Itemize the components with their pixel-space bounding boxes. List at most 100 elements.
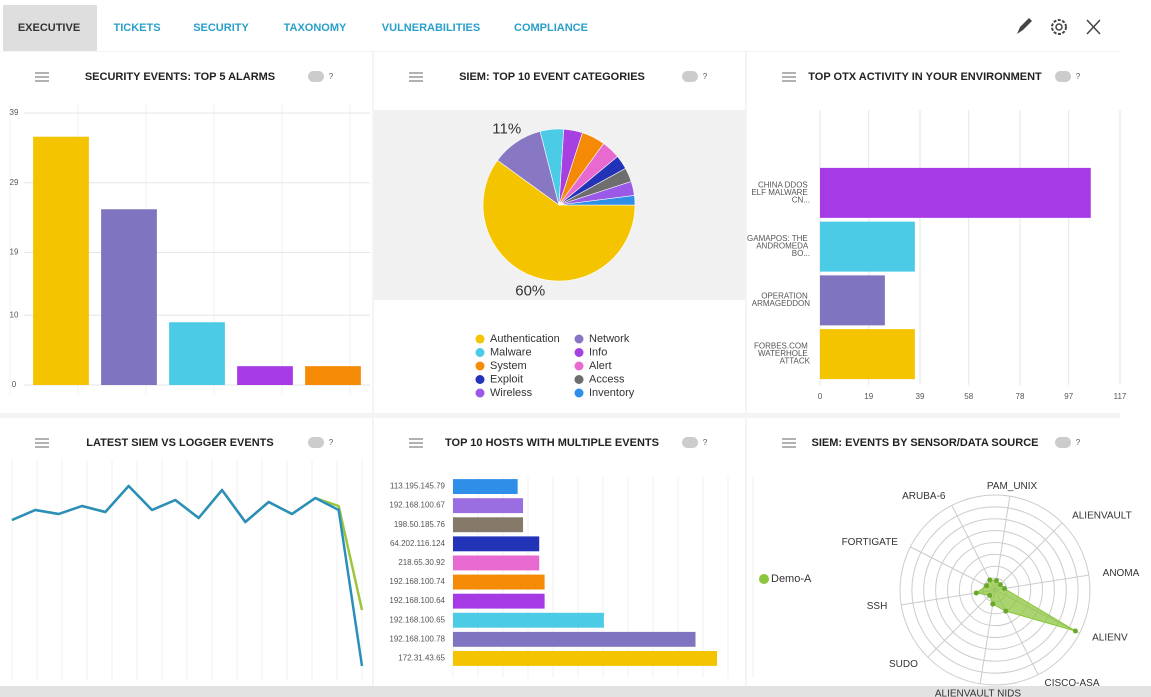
radar-ring <box>923 518 1067 662</box>
toggle[interactable] <box>682 437 698 448</box>
slice-label: 60% <box>515 283 545 300</box>
bar <box>453 651 718 666</box>
bar <box>237 366 293 385</box>
bar <box>453 612 604 628</box>
help-label[interactable]: ? <box>1076 72 1081 81</box>
radar-point <box>973 590 979 596</box>
legend-label: Exploit <box>490 373 523 385</box>
x-tick-label: 117 <box>1114 392 1127 401</box>
help-label[interactable]: ? <box>1076 438 1081 447</box>
legend-swatch <box>759 574 769 584</box>
radar-point <box>997 582 1003 588</box>
tab[interactable]: SECURITY <box>193 22 249 34</box>
x-tick-label: 19 <box>864 392 873 401</box>
legend-label: Network <box>589 333 630 345</box>
radar-spoke <box>994 574 1089 591</box>
legend-swatch <box>574 348 584 357</box>
toggle[interactable] <box>1055 71 1071 82</box>
radar-ring <box>911 506 1079 674</box>
y-tick-label: 64.202.116.124 <box>390 539 446 548</box>
legend-swatch <box>574 361 584 371</box>
x-tick-label: 39 <box>916 392 925 401</box>
bar <box>33 136 89 385</box>
toggle[interactable] <box>1055 437 1071 448</box>
x-tick-label: 58 <box>964 392 973 401</box>
tab[interactable]: TICKETS <box>113 22 160 34</box>
bar <box>101 209 157 385</box>
y-tick-label: OPERATION ARMAGEDDON <box>752 292 810 309</box>
help-label[interactable]: ? <box>703 72 708 81</box>
bar <box>453 574 545 590</box>
legend-swatch <box>574 334 584 344</box>
legend-label: Wireless <box>490 387 533 399</box>
settings-icon-center <box>1055 23 1063 31</box>
radar-spoke <box>994 522 1063 591</box>
legend-swatch <box>475 375 485 384</box>
radar-ring <box>935 530 1055 650</box>
x-tick-label: 78 <box>1016 392 1025 401</box>
panel-title: TOP OTX ACTIVITY IN YOUR ENVIRONMENT <box>808 71 1042 83</box>
bar <box>453 498 524 514</box>
toggle[interactable] <box>308 437 324 448</box>
y-tick-label: 10 <box>10 310 19 319</box>
toggle[interactable] <box>682 71 698 82</box>
bar <box>453 479 518 494</box>
y-tick-label: 19 <box>10 248 19 257</box>
bar <box>820 167 1091 218</box>
bar <box>820 221 915 272</box>
help-label[interactable]: ? <box>703 438 708 447</box>
radar-point <box>987 592 993 598</box>
help-label[interactable]: ? <box>329 438 334 447</box>
panel <box>747 418 1120 686</box>
y-tick-label: 0 <box>12 380 17 389</box>
radar-ring <box>958 553 1032 627</box>
tab[interactable]: COMPLIANCE <box>514 22 588 34</box>
panel-title: TOP 10 HOSTS WITH MULTIPLE EVENTS <box>445 437 659 449</box>
legend-swatch <box>574 375 584 384</box>
radar-point <box>990 601 996 607</box>
legend-label: Demo-A <box>771 573 812 585</box>
radar-axis-label: ARUBA-6 <box>902 491 946 502</box>
radar-point <box>1072 628 1078 634</box>
panel-title: SIEM: TOP 10 EVENT CATEGORIES <box>459 71 645 83</box>
bar <box>453 631 696 647</box>
edit-icon[interactable] <box>1017 18 1032 34</box>
legend-label: Malware <box>490 346 532 358</box>
bar <box>305 366 361 385</box>
y-tick-label: 192.168.100.64 <box>389 596 445 605</box>
radar-spoke <box>927 589 996 658</box>
y-tick-label: FORBES.COM WATERHOLE ATTACK <box>754 342 811 366</box>
panel-title: SIEM: EVENTS BY SENSOR/DATA SOURCE <box>812 437 1039 449</box>
radar-point <box>984 583 990 589</box>
legend-swatch <box>574 388 584 398</box>
legend-swatch <box>475 334 485 344</box>
toggle[interactable] <box>308 71 324 82</box>
legend-swatch <box>475 348 485 357</box>
bottom-bar <box>0 686 1151 697</box>
radar-axis-label: FORTIGATE <box>842 537 899 548</box>
panel <box>0 418 372 686</box>
bar <box>820 329 915 380</box>
legend-label: Info <box>589 346 607 358</box>
help-label[interactable]: ? <box>329 72 334 81</box>
legend-label: Authentication <box>490 333 560 345</box>
x-tick-label: 0 <box>818 392 823 401</box>
legend-label: Inventory <box>589 387 635 399</box>
bar <box>453 593 545 609</box>
tab[interactable]: TAXONOMY <box>284 22 347 34</box>
settings-icon[interactable] <box>1051 19 1067 35</box>
pie-slice <box>482 159 636 282</box>
y-tick-label: CHINA DDOS ELF MALWARE CN... <box>751 180 810 204</box>
collapse-icon[interactable] <box>1086 19 1101 35</box>
tab[interactable]: VULNERABILITIES <box>382 22 480 34</box>
y-tick-label: 113.195.145.79 <box>390 482 446 491</box>
legend-label: Access <box>589 373 625 385</box>
y-tick-label: 39 <box>10 108 19 117</box>
tab[interactable]: EXECUTIVE <box>18 22 80 34</box>
legend-label: Alert <box>589 360 612 372</box>
bar <box>453 555 540 571</box>
radar-axis-label: ANOMA <box>1103 568 1140 579</box>
radar-point <box>987 577 993 583</box>
legend-swatch <box>475 361 485 371</box>
